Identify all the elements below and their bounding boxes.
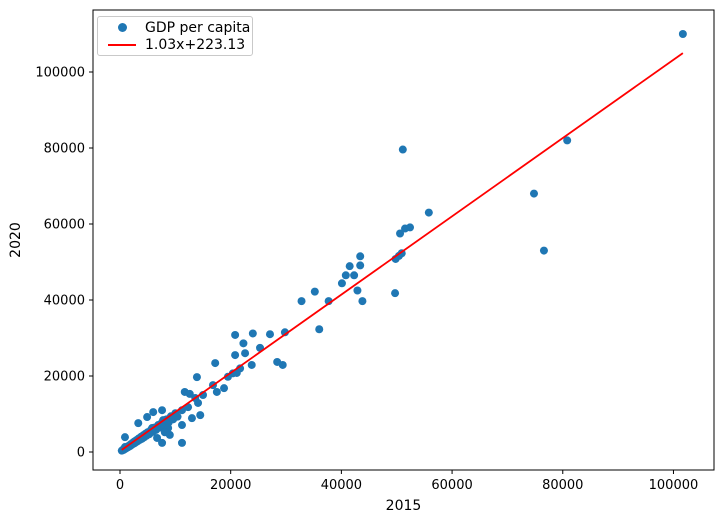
scatter-point (248, 329, 257, 338)
scatter-point (194, 398, 203, 407)
scatter-point (177, 438, 186, 447)
scatter-marker-icon (105, 23, 139, 32)
scatter-point (196, 411, 205, 420)
scatter-point (265, 330, 274, 339)
scatter-point (143, 413, 152, 422)
scatter-point (345, 262, 354, 271)
legend: GDP per capita 1.03x+223.13 (97, 16, 253, 56)
scatter-point (134, 419, 143, 428)
legend-label-line: 1.03x+223.13 (145, 36, 246, 53)
scatter-point (241, 349, 250, 358)
line-marker-icon (105, 43, 139, 46)
legend-item-scatter: GDP per capita (98, 19, 252, 36)
scatter-point (280, 328, 289, 337)
y-tick-label: 60000 (44, 218, 85, 233)
scatter-point (391, 289, 400, 298)
scatter-point (310, 287, 319, 296)
scatter-point (406, 223, 415, 232)
y-tick-label: 40000 (44, 293, 85, 308)
scatter-point (165, 430, 174, 439)
scatter-point (529, 189, 538, 198)
scatter-point (236, 364, 245, 373)
y-tick-label: 100000 (35, 66, 85, 81)
scatter-point (337, 279, 346, 288)
x-tick-label: 100000 (649, 478, 699, 493)
x-tick-label: 60000 (431, 478, 472, 493)
scatter-point (153, 433, 162, 442)
scatter-point (398, 145, 407, 154)
scatter-point (231, 351, 240, 360)
regression-line (121, 52, 684, 451)
y-tick-label: 0 (77, 445, 85, 460)
scatter-point (231, 330, 240, 339)
y-tick-label: 20000 (44, 369, 85, 384)
scatter-point (187, 414, 196, 423)
scatter-point (158, 406, 167, 415)
scatter-point (341, 271, 350, 280)
scatter-point (173, 412, 182, 421)
scatter-point (239, 339, 248, 348)
scatter-point (177, 421, 186, 430)
scatter-point (212, 387, 221, 396)
legend-item-line: 1.03x+223.13 (98, 36, 252, 53)
legend-label-scatter: GDP per capita (145, 19, 251, 36)
scatter-point (120, 433, 129, 442)
y-axis-label: 2020 (8, 222, 24, 258)
scatter-point (158, 438, 167, 447)
scatter-point (396, 229, 405, 238)
scatter-point (539, 246, 548, 255)
scatter-point (356, 252, 365, 261)
y-tick-label: 80000 (44, 142, 85, 157)
x-tick-label: 20000 (210, 478, 251, 493)
scatter-point (315, 325, 324, 334)
scatter-point (220, 384, 229, 393)
scatter-point (358, 297, 367, 306)
scatter-point (424, 208, 433, 217)
scatter-point (192, 373, 201, 382)
scatter-point (185, 389, 194, 398)
scatter-point (350, 271, 359, 280)
scatter-point (278, 360, 287, 369)
scatter-point (563, 136, 572, 145)
x-tick-label: 40000 (321, 478, 362, 493)
scatter-point (678, 30, 687, 39)
scatter-point (356, 261, 365, 270)
axes-frame (92, 9, 715, 471)
scatter-point (149, 408, 158, 417)
scatter-point (353, 286, 362, 295)
scatter-point (247, 360, 256, 369)
x-tick-label: 80000 (542, 478, 583, 493)
x-tick-label: 0 (116, 478, 124, 493)
scatter-point (211, 359, 220, 368)
x-axis-label: 2015 (385, 498, 422, 514)
scatter-point (297, 297, 306, 306)
